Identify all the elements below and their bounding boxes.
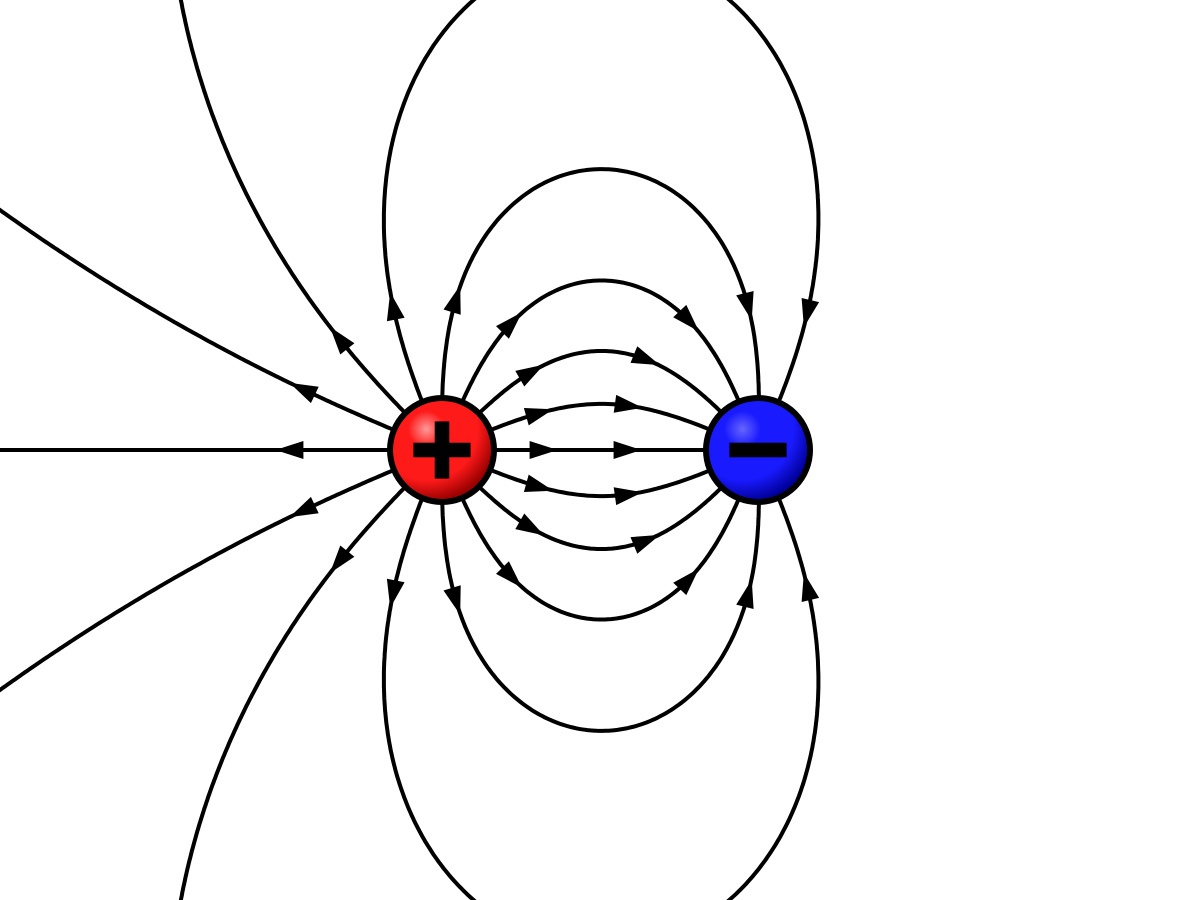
dipole-field-diagram bbox=[0, 0, 1200, 900]
field-line bbox=[471, 476, 733, 549]
field-line bbox=[0, 0, 404, 434]
field-arrow bbox=[275, 441, 303, 459]
field-arrow bbox=[515, 365, 544, 387]
field-arrow bbox=[802, 573, 820, 602]
field-arrow bbox=[614, 395, 643, 413]
field-arrow bbox=[444, 585, 461, 614]
positive-charge bbox=[390, 398, 494, 502]
field-arrow bbox=[736, 580, 753, 609]
field-line bbox=[480, 404, 723, 435]
field-arrow bbox=[614, 441, 642, 459]
field-arrow bbox=[631, 346, 660, 365]
field-arrow bbox=[524, 408, 553, 425]
minus-icon bbox=[729, 443, 786, 458]
field-line bbox=[471, 351, 733, 424]
field-line bbox=[0, 466, 404, 900]
field-line bbox=[169, 0, 413, 421]
field-arrow bbox=[515, 514, 544, 536]
negative-charge bbox=[706, 398, 810, 502]
field-arrow bbox=[614, 487, 643, 505]
field-arrow bbox=[631, 535, 660, 554]
field-arrow bbox=[524, 475, 553, 492]
plus-icon bbox=[435, 421, 450, 478]
field-arrow bbox=[530, 441, 558, 459]
field-line bbox=[480, 465, 723, 496]
field-arrow bbox=[802, 298, 820, 327]
field-line bbox=[384, 0, 819, 416]
field-line bbox=[384, 484, 819, 900]
field-arrow bbox=[290, 497, 319, 517]
field-arrow bbox=[736, 291, 753, 320]
field-line bbox=[442, 486, 759, 731]
field-arrow bbox=[444, 285, 461, 314]
field-arrow bbox=[290, 383, 319, 403]
field-line bbox=[169, 479, 413, 900]
field-line bbox=[442, 169, 759, 414]
